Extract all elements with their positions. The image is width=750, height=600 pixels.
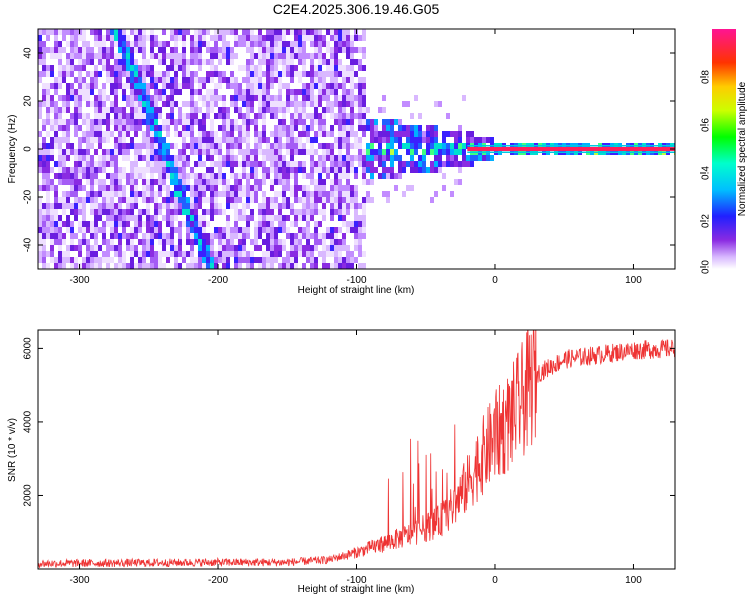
y-tick-label: -20 [23, 189, 34, 204]
signal-line-edge [467, 145, 675, 147]
x-tick-label: -200 [208, 575, 228, 586]
colorbar-tick-label: 0.4 [700, 166, 711, 180]
snr-x-axis-label: Height of straight line (km) [298, 584, 415, 595]
colorbar-ticks: 0.0 0.2 0.4 0.6 0.8 [700, 70, 711, 274]
colorbar-gradient [712, 29, 736, 269]
x-tick-label: -300 [70, 575, 90, 586]
y-tick-label: 4000 [23, 410, 34, 433]
snr-y-ticks: 2000 4000 6000 [23, 337, 675, 507]
figure-title: C2E4.2025.306.19.46.G05 [273, 1, 440, 17]
x-tick-label: 100 [625, 575, 642, 586]
heatmap-x-axis-label: Height of straight line (km) [298, 285, 415, 296]
y-tick-label: -40 [23, 237, 34, 252]
y-tick-label: 2000 [23, 484, 34, 507]
snr-x-ticks: -300 -200 -100 0 100 [70, 330, 642, 586]
x-tick-label: -300 [70, 275, 90, 286]
x-tick-label: 0 [492, 275, 498, 286]
x-tick-label: 100 [625, 275, 642, 286]
signal-line-core [467, 147, 675, 151]
x-tick-label: 0 [492, 575, 498, 586]
heatmap-x-ticks: -300 -200 -100 0 100 [70, 29, 642, 286]
x-tick-label: -200 [208, 275, 228, 286]
signal-line-edge [467, 151, 675, 153]
colorbar: 0.0 0.2 0.4 0.6 0.8 Normalized spectral ampl… [700, 29, 748, 274]
y-tick-label: 6000 [23, 337, 34, 360]
heatmap-cells [38, 29, 675, 269]
x-tick-label: -100 [346, 275, 366, 286]
y-tick-label: 20 [23, 95, 34, 107]
snr-panel: -300 -200 -100 0 100 2000 4000 6000 Height of … [7, 329, 676, 595]
colorbar-tick-label: 0.0 [700, 260, 711, 274]
colorbar-tick-label: 0.6 [700, 118, 711, 132]
snr-series-line [38, 330, 675, 569]
y-tick-label: 0 [23, 146, 34, 152]
y-tick-label: 40 [23, 47, 34, 59]
colorbar-tick-label: 0.2 [700, 214, 711, 228]
heatmap-y-axis-label: Frequency (Hz) [7, 115, 18, 184]
snr-y-axis-label: SNR (10 * v/v) [7, 418, 18, 482]
x-tick-label: -100 [346, 575, 366, 586]
heatmap-y-ticks: -40 -20 0 20 40 [23, 47, 675, 252]
colorbar-label: Normalized spectral amplitude [737, 81, 748, 216]
colorbar-tick-label: 0.8 [700, 70, 711, 84]
